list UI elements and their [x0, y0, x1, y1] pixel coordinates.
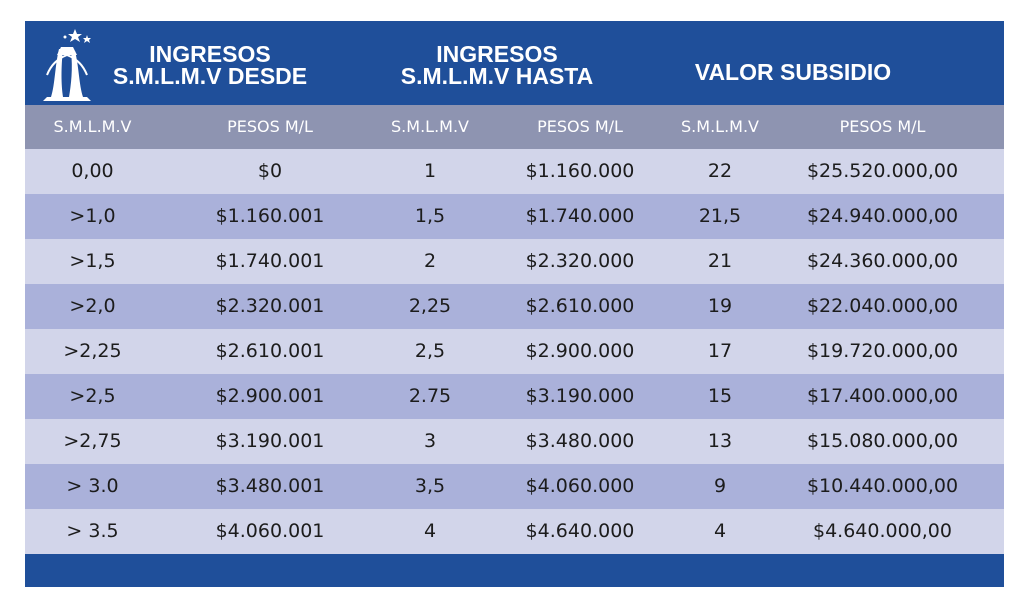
cell-pesos-subsidio: $10.440.000,00: [806, 475, 959, 497]
table-row: > 3.5 $4.060.001 4 $4.640.000 4 $4.640.0…: [25, 509, 1004, 554]
header-ingresos-desde: INGRESOS S.M.L.M.V DESDE: [95, 41, 325, 89]
header-hasta-line2: S.M.L.M.V HASTA: [400, 63, 594, 89]
subheader-smlmv-desde: S.M.L.M.V: [53, 117, 132, 136]
cell-pesos-desde: $2.900.001: [215, 385, 325, 407]
cell-smlmv-hasta: 2,25: [408, 295, 452, 317]
cell-smlmv-subsidio: 15: [707, 385, 733, 407]
cell-smlmv-hasta: 1,5: [414, 205, 446, 227]
cell-pesos-subsidio: $25.520.000,00: [806, 160, 959, 182]
table-header: INGRESOS S.M.L.M.V DESDE INGRESOS S.M.L.…: [25, 21, 1004, 105]
cell-pesos-hasta: $1.160.000: [525, 160, 635, 182]
cell-pesos-desde: $2.610.001: [215, 340, 325, 362]
cell-smlmv-subsidio: 4: [713, 520, 727, 542]
cell-smlmv-subsidio: 13: [707, 430, 733, 452]
cell-pesos-subsidio: $24.940.000,00: [806, 205, 959, 227]
cell-smlmv-hasta: 4: [423, 520, 437, 542]
cell-pesos-subsidio: $22.040.000,00: [806, 295, 959, 317]
cell-pesos-subsidio: $24.360.000,00: [806, 250, 959, 272]
subheader-pesos-subsidio: PESOS M/L: [839, 117, 926, 136]
cell-smlmv-hasta: 1: [423, 160, 437, 182]
table-row: > 3.0 $3.480.001 3,5 $4.060.000 9 $10.44…: [25, 464, 1004, 509]
header-hasta-line1: INGRESOS: [436, 41, 558, 67]
subheader-pesos-hasta: PESOS M/L: [537, 117, 623, 136]
cell-smlmv-hasta: 3: [423, 430, 437, 452]
header-desde-line1: INGRESOS: [149, 41, 271, 67]
cell-smlmv-desde: >2,25: [63, 340, 122, 362]
cell-smlmv-subsidio: 21,5: [698, 205, 742, 227]
table-body: 0,00 $0 1 $1.160.000 22 $25.520.000,00 >…: [25, 149, 1004, 554]
cell-pesos-hasta: $1.740.000: [525, 205, 635, 227]
table-footer-bar: [25, 554, 1004, 587]
cell-pesos-desde: $1.740.001: [215, 250, 325, 272]
table-row: >1,0 $1.160.001 1,5 $1.740.000 21,5 $24.…: [25, 194, 1004, 239]
subheader-pesos-desde: PESOS M/L: [227, 117, 313, 136]
cell-smlmv-hasta: 3,5: [414, 475, 446, 497]
cell-pesos-hasta: $4.640.000: [525, 520, 635, 542]
cell-smlmv-desde: > 3.0: [66, 475, 119, 497]
subheader-smlmv-subsidio: S.M.L.M.V: [681, 117, 759, 136]
cell-pesos-hasta: $4.060.000: [525, 475, 635, 497]
cell-smlmv-hasta: 2: [423, 250, 437, 272]
table-row: >2,0 $2.320.001 2,25 $2.610.000 19 $22.0…: [25, 284, 1004, 329]
cell-smlmv-subsidio: 9: [713, 475, 727, 497]
cell-smlmv-hasta: 2.75: [408, 385, 452, 407]
cell-pesos-hasta: $3.190.000: [525, 385, 635, 407]
subheader-smlmv-hasta: S.M.L.M.V: [391, 117, 469, 136]
cell-smlmv-subsidio: 19: [707, 295, 733, 317]
cell-smlmv-desde: >1,0: [69, 205, 116, 227]
cell-pesos-desde: $3.190.001: [215, 430, 325, 452]
cell-smlmv-desde: >2,75: [63, 430, 122, 452]
subsidy-table: INGRESOS S.M.L.M.V DESDE INGRESOS S.M.L.…: [25, 21, 1004, 587]
cell-pesos-subsidio: $15.080.000,00: [806, 430, 959, 452]
cell-pesos-desde: $0: [257, 160, 283, 182]
cell-smlmv-desde: 0,00: [71, 160, 114, 182]
header-subsidio-label: VALOR SUBSIDIO: [694, 59, 892, 85]
cell-pesos-desde: $2.320.001: [215, 295, 325, 317]
table-row: >2,75 $3.190.001 3 $3.480.000 13 $15.080…: [25, 419, 1004, 464]
table-row: >1,5 $1.740.001 2 $2.320.000 21 $24.360.…: [25, 239, 1004, 284]
cell-smlmv-subsidio: 17: [707, 340, 733, 362]
header-valor-subsidio: VALOR SUBSIDIO: [673, 59, 913, 85]
cell-smlmv-subsidio: 21: [707, 250, 733, 272]
cell-smlmv-desde: >1,5: [69, 250, 116, 272]
cell-pesos-hasta: $3.480.000: [525, 430, 635, 452]
cell-smlmv-desde: >2,5: [69, 385, 116, 407]
cell-pesos-desde: $1.160.001: [215, 205, 325, 227]
cell-smlmv-hasta: 2,5: [414, 340, 446, 362]
cell-pesos-desde: $4.060.001: [215, 520, 325, 542]
monument-star-logo-icon: [43, 29, 91, 101]
cell-smlmv-desde: >2,0: [69, 295, 116, 317]
cell-pesos-subsidio: $19.720.000,00: [806, 340, 959, 362]
cell-pesos-desde: $3.480.001: [215, 475, 325, 497]
header-ingresos-hasta: INGRESOS S.M.L.M.V HASTA: [377, 41, 617, 89]
column-subheader: S.M.L.M.V PESOS M/L S.M.L.M.V PESOS M/L …: [25, 105, 1004, 149]
header-desde-line2: S.M.L.M.V DESDE: [112, 63, 308, 89]
cell-smlmv-desde: > 3.5: [66, 520, 119, 542]
cell-pesos-subsidio: $4.640.000,00: [812, 520, 952, 542]
table-row: 0,00 $0 1 $1.160.000 22 $25.520.000,00: [25, 149, 1004, 194]
cell-pesos-hasta: $2.610.000: [525, 295, 635, 317]
cell-pesos-hasta: $2.900.000: [525, 340, 635, 362]
cell-smlmv-subsidio: 22: [707, 160, 733, 182]
cell-pesos-hasta: $2.320.000: [525, 250, 635, 272]
table-row: >2,5 $2.900.001 2.75 $3.190.000 15 $17.4…: [25, 374, 1004, 419]
table-row: >2,25 $2.610.001 2,5 $2.900.000 17 $19.7…: [25, 329, 1004, 374]
cell-pesos-subsidio: $17.400.000,00: [806, 385, 959, 407]
